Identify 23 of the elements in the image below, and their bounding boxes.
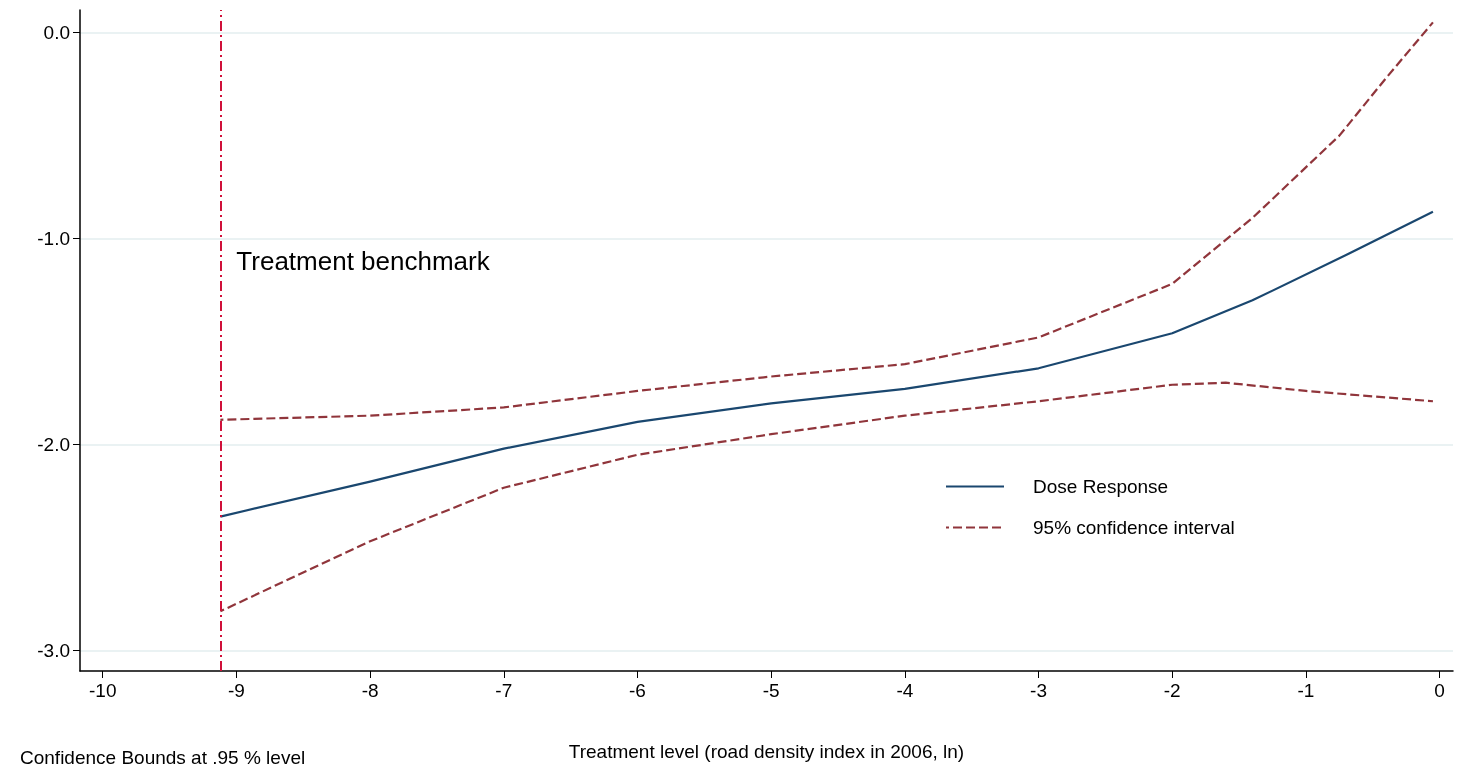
x-tick-label: -8 (361, 680, 379, 701)
x-tick-label: -9 (227, 680, 245, 701)
y-tick-label: -1.0 (37, 228, 70, 250)
legend-label: 95% confidence interval (1033, 517, 1235, 538)
y-tick-label: -3.0 (37, 639, 70, 661)
x-tick-label: -1 (1297, 680, 1315, 701)
x-tick-label: -7 (495, 680, 513, 701)
line-series (219, 210, 1435, 518)
y-tick-label: -2.0 (37, 433, 70, 455)
x-tick-label: 0 (1434, 680, 1445, 701)
text: Confidence Bounds at .95 % level (20, 747, 306, 768)
x-tick-label: -3 (1030, 680, 1048, 701)
line-series (219, 381, 1435, 613)
x-tick-label: -5 (762, 680, 780, 701)
ref-line-label: Treatment benchmark (236, 246, 491, 276)
x-axis-title: Treatment level (road density index in 2006, ln) (568, 741, 965, 762)
line-series (219, 21, 1435, 421)
x-tick-label: -6 (629, 680, 646, 701)
legend-label: Dose Response (1033, 476, 1169, 497)
x-tick-label: -10 (88, 680, 117, 701)
x-tick-label: -4 (896, 680, 914, 701)
x-tick-label: -2 (1163, 680, 1181, 701)
y-tick-label: 0.0 (43, 22, 70, 44)
